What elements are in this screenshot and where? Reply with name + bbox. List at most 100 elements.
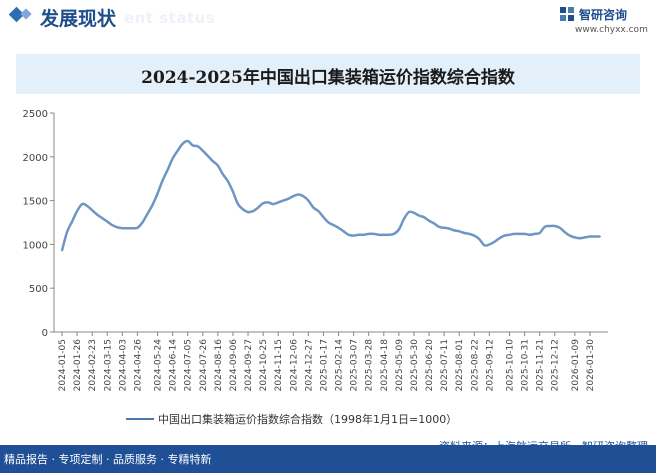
data-point [578, 237, 581, 240]
data-point [257, 206, 259, 209]
x-tick-label: 2025-09-12 [485, 339, 495, 391]
x-tick-label: 2026-01-09 [571, 339, 581, 392]
data-point [558, 226, 561, 229]
series-layer [60, 139, 601, 252]
data-point [126, 227, 129, 230]
data-point [488, 243, 491, 246]
data-point [594, 235, 596, 238]
x-tick-label: 2026-01-30 [586, 339, 596, 392]
data-point [161, 179, 164, 182]
data-point [518, 232, 521, 235]
x-tick-label: 2024-09-27 [244, 339, 254, 391]
data-point [191, 144, 194, 147]
data-point [106, 220, 109, 223]
data-point [312, 206, 315, 209]
data-point [538, 232, 541, 234]
data-point [237, 203, 239, 206]
data-point [166, 169, 169, 171]
data-point [508, 233, 511, 236]
data-point [242, 208, 244, 211]
data-point [66, 231, 68, 234]
x-tick-label: 2024-08-16 [214, 339, 224, 392]
data-point [101, 217, 104, 220]
brand-logo-icon [560, 7, 574, 21]
x-tick-label: 2025-07-11 [440, 339, 450, 391]
data-point [599, 235, 601, 238]
data-point [413, 211, 415, 214]
data-point [448, 227, 451, 230]
data-point [408, 211, 410, 213]
y-tick-label: 1500 [23, 197, 48, 208]
data-point [443, 226, 446, 229]
data-point [76, 210, 78, 213]
data-point [337, 226, 340, 229]
data-point [573, 236, 576, 239]
brand-name: 智研咨询 [579, 8, 628, 22]
data-point [156, 192, 159, 195]
data-point [332, 224, 335, 227]
data-point [458, 230, 461, 233]
data-point [91, 209, 94, 212]
y-tick-label: 2500 [23, 109, 48, 120]
chart-title-band: 2024-2025年中国出口集装箱运价指数综合指数 [16, 54, 640, 94]
data-point [367, 232, 370, 235]
x-tick-label: 2025-11-21 [536, 339, 546, 391]
data-point [221, 173, 224, 176]
data-point [468, 232, 471, 235]
data-point [267, 201, 270, 204]
x-tick-label: 2025-08-22 [470, 339, 480, 391]
data-point [211, 160, 214, 163]
x-tick-label: 2024-04-03 [118, 339, 128, 391]
data-point [181, 142, 184, 145]
x-tick-label: 2024-01-26 [73, 339, 83, 392]
data-point [116, 226, 119, 229]
data-point [307, 199, 310, 202]
x-tick-label: 2024-11-15 [274, 339, 284, 391]
data-point [347, 233, 350, 236]
x-tick-label: 2024-09-06 [229, 339, 239, 392]
x-tick-label: 2024-05-24 [154, 339, 164, 392]
legend-label: 中国出口集装箱运价指数综合指数（1998年1月1日=1000） [158, 413, 458, 426]
data-point [589, 235, 591, 238]
data-point [372, 232, 375, 235]
data-point [186, 140, 189, 142]
data-point [287, 197, 290, 200]
legend-line-swatch [126, 418, 154, 420]
x-tick-label: 2024-04-26 [133, 339, 143, 392]
x-tick-label: 2024-07-05 [184, 339, 194, 391]
data-point [438, 225, 441, 228]
y-tick-label: 2000 [23, 153, 48, 164]
data-point [453, 229, 456, 232]
data-point [247, 211, 249, 213]
data-point [206, 155, 209, 157]
x-tick-label: 2025-05-30 [410, 339, 420, 392]
data-point [262, 202, 265, 205]
x-tick-label: 2024-12-27 [304, 339, 314, 391]
data-point [171, 157, 174, 160]
x-tick-label: 2025-08-01 [455, 339, 465, 391]
section-header: 发展现状 ent status 智研咨询 www.chyxx.com [0, 0, 656, 36]
data-point [357, 233, 360, 236]
data-point [463, 232, 466, 234]
data-point [297, 193, 300, 196]
data-point [503, 234, 506, 237]
source-note: 资料来源：上海航运交易所、智研咨询整理 [439, 440, 648, 453]
x-tick-label: 2025-06-20 [425, 339, 435, 392]
data-point [151, 204, 154, 206]
data-point [342, 230, 345, 233]
x-tick-label: 2025-12-12 [551, 339, 561, 391]
data-point [272, 203, 275, 206]
x-tick-label: 2025-10-31 [521, 339, 531, 391]
data-point [387, 233, 390, 236]
data-point [292, 195, 295, 198]
x-axis: 2024-01-05 2024-01-26 2024-02-23 2024-03-15… [54, 331, 608, 392]
data-point [483, 244, 486, 247]
data-point [176, 149, 179, 152]
section-watermark-text: ent status [124, 9, 216, 27]
data-point [136, 226, 139, 229]
data-point [141, 221, 144, 224]
section-title: 发展现状 [40, 8, 117, 30]
data-point [196, 145, 199, 148]
footer-bar: 精品报告 · 专项定制 · 品质服务 · 专精特新 [0, 445, 656, 473]
